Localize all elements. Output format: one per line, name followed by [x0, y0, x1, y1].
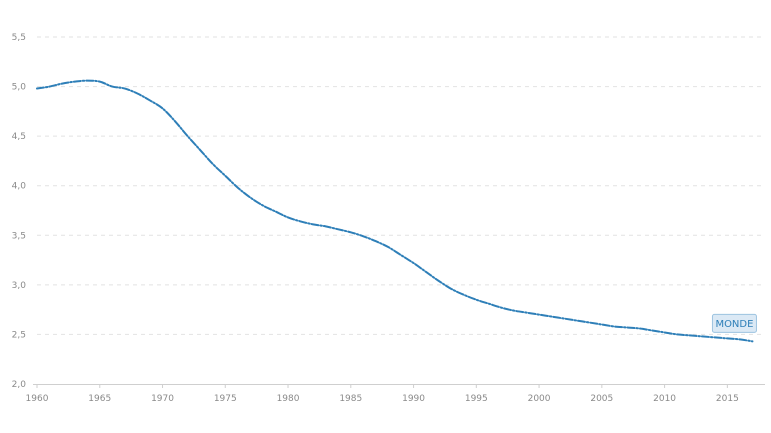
y-tick-label: 3,0 [12, 281, 27, 291]
y-tick-label: 2,5 [12, 330, 26, 340]
x-tick-label: 1960 [26, 394, 49, 404]
series-label-layer[interactable]: MONDE [711, 313, 757, 333]
x-tick-label: 1995 [465, 394, 488, 404]
x-tick-label: 1980 [277, 394, 300, 404]
x-tick-label: 1990 [402, 394, 425, 404]
y-tick-label: 4,5 [12, 132, 26, 142]
series-line-monde[interactable] [36, 79, 754, 343]
y-tick-label: 3,5 [12, 231, 26, 241]
grid [37, 36, 765, 335]
series-label-text[interactable]: MONDE [715, 319, 753, 330]
x-tick-label: 2015 [716, 394, 739, 404]
x-tick-label: 2005 [590, 394, 613, 404]
y-tick-label: 5,0 [12, 83, 27, 93]
y-axis-ticks: 2,0 2,5 3,0 3,5 4,0 4,5 5,0 5,5 [12, 33, 27, 390]
x-tick-label: 1975 [214, 394, 237, 404]
x-tick-label: 2010 [653, 394, 676, 404]
series-layer [36, 79, 754, 343]
y-tick-label: 2,0 [12, 380, 27, 390]
x-axis-ticks: 1960 1965 1970 1975 1980 1985 1990 1995 2000 2005… [26, 384, 739, 404]
y-tick-label: 4,0 [12, 182, 27, 192]
y-tick-label: 5,5 [12, 33, 26, 43]
x-tick-label: 2000 [528, 394, 551, 404]
x-tick-label: 1970 [151, 394, 174, 404]
series-label-box[interactable] [711, 313, 757, 333]
x-tick-label: 1965 [88, 394, 111, 404]
x-tick-label: 1985 [339, 394, 362, 404]
